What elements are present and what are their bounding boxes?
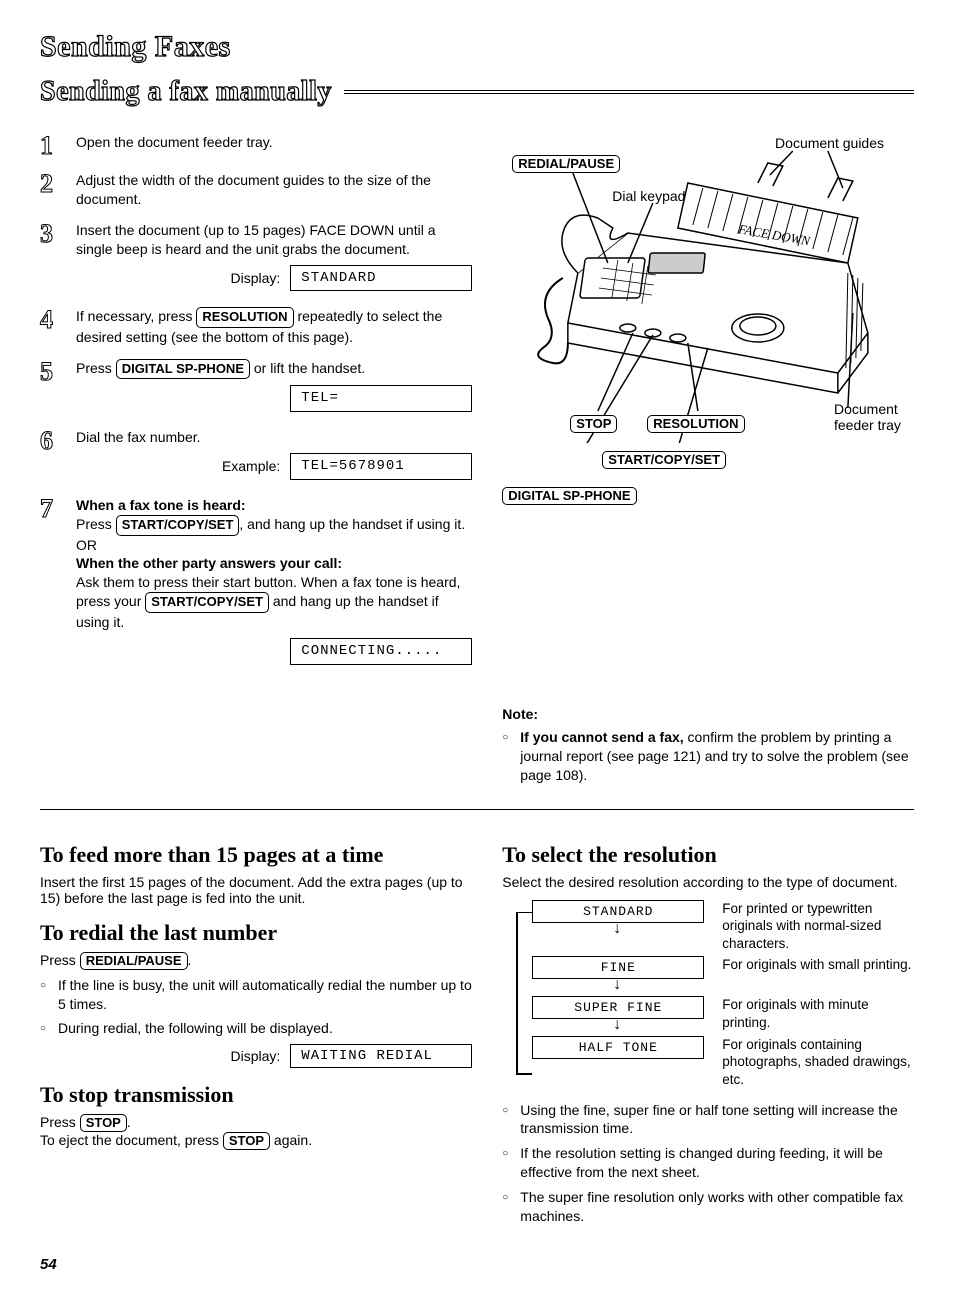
- dot: .: [127, 1114, 131, 1130]
- diagram-column: REDIAL/PAUSE Document guides Dial keypad…: [502, 133, 914, 791]
- step-number: 7: [40, 496, 62, 668]
- digital-sp-phone-label: DIGITAL SP-PHONE: [502, 487, 636, 505]
- stop-label: STOP: [570, 415, 617, 433]
- resolution-title: To select the resolution: [502, 842, 914, 868]
- resolution-label: RESOLUTION: [647, 415, 744, 433]
- step-text: Adjust the width of the document guides …: [76, 171, 472, 209]
- step-number: 3: [40, 221, 62, 296]
- redial-bullet: During redial, the following will be dis…: [40, 1019, 472, 1038]
- res-desc: For originals with minute printing.: [722, 996, 914, 1031]
- down-arrow-icon: ↓: [532, 923, 702, 936]
- dot: .: [188, 952, 192, 968]
- step-text: Press: [76, 360, 116, 376]
- res-box-halftone: HALF TONE: [532, 1036, 704, 1059]
- res-desc: For printed or typewritten originals wit…: [722, 900, 914, 953]
- step-number: 2: [40, 171, 62, 209]
- down-arrow-icon: ↓: [532, 979, 702, 992]
- dial-keypad-label: Dial keypad: [612, 188, 685, 204]
- redial-pause-button-label: REDIAL/PAUSE: [80, 952, 188, 970]
- display-box: WAITING REDIAL: [290, 1044, 472, 1068]
- step-number: 1: [40, 133, 62, 159]
- resolution-bullet: If the resolution setting is changed dur…: [502, 1144, 914, 1182]
- stop-press: Press: [40, 1114, 80, 1130]
- step-subhead: When the other party answers your call:: [76, 554, 472, 573]
- display-box: CONNECTING.....: [290, 638, 472, 665]
- feed-text: Insert the first 15 pages of the documen…: [40, 874, 472, 906]
- display-label: Display:: [231, 269, 281, 288]
- redial-press: Press: [40, 952, 80, 968]
- start-button-label: START/COPY/SET: [145, 592, 269, 613]
- resolution-diagram: STANDARD ↓ For printed or typewritten or…: [502, 900, 914, 1089]
- stop-eject-post: again.: [270, 1132, 312, 1148]
- page-title: Sending Faxes: [40, 30, 914, 64]
- note-item: If you cannot send a fax, confirm the pr…: [502, 728, 914, 785]
- display-box: TEL=: [290, 385, 472, 412]
- stop-button-label: STOP: [80, 1114, 127, 1132]
- start-button-label: START/COPY/SET: [116, 515, 240, 536]
- step-text: Open the document feeder tray.: [76, 133, 472, 159]
- page-number: 54: [40, 1256, 914, 1273]
- redial-title: To redial the last number: [40, 920, 472, 946]
- resolution-button-label: RESOLUTION: [196, 307, 293, 328]
- display-label: Example:: [222, 457, 280, 476]
- display-box: TEL=5678901: [290, 453, 472, 480]
- step-number: 6: [40, 428, 62, 484]
- note-heading: Note:: [502, 706, 914, 722]
- redial-pause-label: REDIAL/PAUSE: [512, 155, 620, 173]
- resolution-bullet: Using the fine, super fine or half tone …: [502, 1101, 914, 1139]
- res-desc: For originals with small printing.: [722, 956, 914, 974]
- display-box: STANDARD: [290, 265, 472, 292]
- resolution-intro: Select the desired resolution according …: [502, 874, 914, 890]
- section-title: Sending a fax manually: [40, 76, 332, 108]
- start-copy-set-label: START/COPY/SET: [602, 451, 726, 469]
- display-label: Display:: [231, 1048, 281, 1064]
- step-text: Insert the document (up to 15 pages) FAC…: [76, 222, 436, 257]
- title-rule: [344, 90, 914, 94]
- resolution-bullet: The super fine resolution only works wit…: [502, 1188, 914, 1226]
- stop-eject-pre: To eject the document, press: [40, 1132, 223, 1148]
- step-text: or lift the handset.: [250, 360, 365, 376]
- down-arrow-icon: ↓: [532, 1019, 702, 1032]
- fax-machine-illustration: FACE DOWN: [502, 133, 914, 443]
- steps-column: 1 Open the document feeder tray. 2 Adjus…: [40, 133, 472, 791]
- step-text: If necessary, press: [76, 308, 196, 324]
- feed-title: To feed more than 15 pages at a time: [40, 842, 472, 868]
- step-text: Dial the fax number.: [76, 429, 201, 445]
- stop-title: To stop transmission: [40, 1082, 472, 1108]
- sp-phone-button-label: DIGITAL SP-PHONE: [116, 359, 250, 380]
- section-divider: [40, 809, 914, 810]
- stop-button-label: STOP: [223, 1132, 270, 1150]
- step-number: 5: [40, 359, 62, 416]
- doc-feeder-label: Documentfeeder tray: [834, 401, 914, 433]
- redial-bullet: If the line is busy, the unit will autom…: [40, 976, 472, 1014]
- res-desc: For originals containing photographs, sh…: [722, 1036, 914, 1089]
- step-text: , and hang up the handset if using it.: [239, 516, 465, 532]
- step-text: Press: [76, 516, 116, 532]
- doc-guides-label: Document guides: [775, 135, 884, 151]
- step-number: 4: [40, 307, 62, 346]
- or-text: OR: [76, 536, 472, 555]
- step-subhead: When a fax tone is heard:: [76, 496, 472, 515]
